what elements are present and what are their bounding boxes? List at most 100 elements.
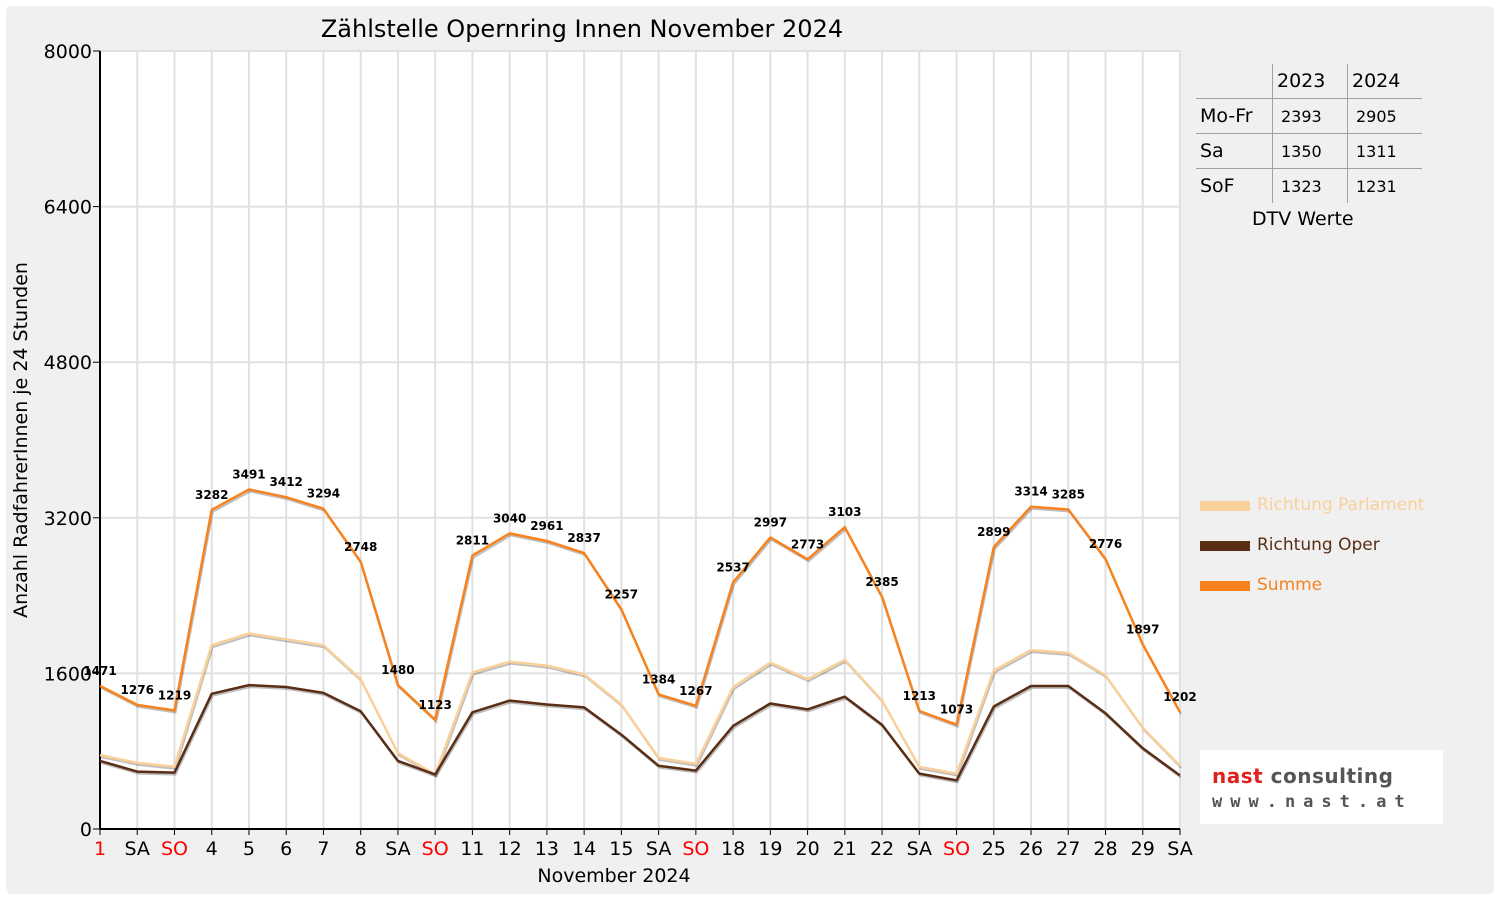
- x-tick-label: SA: [646, 838, 671, 860]
- legend-swatch: [1200, 581, 1250, 591]
- x-tick-label: SO: [682, 838, 709, 860]
- dtv-row-sa: Sa 1350 1311: [1196, 133, 1422, 169]
- x-tick-label: 4: [206, 838, 218, 860]
- data-label: 1202: [1163, 690, 1196, 704]
- y-tick-label: 6400: [44, 197, 92, 219]
- x-tick-label: SA: [125, 838, 150, 860]
- data-label: 1267: [679, 684, 712, 698]
- data-label: 1897: [1126, 623, 1159, 637]
- y-tick-label: 4800: [44, 352, 92, 374]
- x-tick-label: SA: [1167, 838, 1192, 860]
- data-label: 2773: [791, 537, 824, 551]
- x-tick-label: SO: [161, 838, 188, 860]
- x-tick-label: 28: [1093, 838, 1117, 860]
- grid-layer: [100, 50, 1181, 829]
- dtv-row-label: Mo-Fr: [1196, 98, 1273, 134]
- legend-label: Richtung Oper: [1257, 535, 1380, 555]
- data-label: 2257: [605, 588, 638, 602]
- data-label: 3040: [493, 511, 526, 525]
- series-line-parlament: [99, 632, 1181, 776]
- nast-consulting-logo: nast consulting www.nast.at: [1200, 750, 1443, 824]
- logo-name: nast consulting: [1212, 764, 1393, 788]
- data-label: 1480: [381, 663, 414, 677]
- legend-swatch: [1200, 541, 1250, 551]
- x-tick-label: 15: [609, 838, 633, 860]
- data-label: 3314: [1014, 485, 1047, 499]
- y-tick-label: 8000: [44, 41, 92, 63]
- data-label: 2537: [716, 560, 749, 574]
- data-label: 1384: [642, 672, 675, 686]
- dtv-value-2024: 1231: [1347, 168, 1422, 203]
- x-tick-label: 1: [94, 838, 106, 860]
- x-tick-label: 27: [1056, 838, 1080, 860]
- data-label: 2776: [1089, 537, 1122, 551]
- logo-name-red: nast: [1212, 764, 1264, 788]
- data-label: 1073: [940, 703, 973, 717]
- x-tick-label: 18: [721, 838, 745, 860]
- data-label: 1123: [418, 698, 451, 712]
- y-tick-label: 3200: [44, 508, 92, 530]
- data-label: 2899: [977, 525, 1010, 539]
- x-tick-label: 12: [498, 838, 522, 860]
- x-axis-title: November 2024: [537, 865, 690, 887]
- dtv-value-2023: 1350: [1272, 133, 1348, 169]
- series-line-summe: [99, 488, 1182, 726]
- x-tick-label: 26: [1019, 838, 1043, 860]
- y-tick-label: 1600: [44, 663, 92, 685]
- x-tick-label: SA: [907, 838, 932, 860]
- dtv-value-2023: 2393: [1272, 98, 1348, 134]
- data-label: 3294: [307, 487, 340, 501]
- data-label: 1276: [121, 683, 154, 697]
- data-label: 1471: [83, 664, 116, 678]
- dtv-row-label: Sa: [1196, 133, 1273, 169]
- x-tick-label: 14: [572, 838, 596, 860]
- dtv-row-sof: SoF 1323 1231: [1196, 168, 1422, 203]
- series-layer: [99, 488, 1182, 784]
- x-tick-label: SO: [943, 838, 970, 860]
- logo-name-grey: consulting: [1263, 764, 1394, 788]
- series-line-oper: [99, 683, 1181, 782]
- x-tick-label: 11: [460, 838, 484, 860]
- x-tick-label: 8: [355, 838, 367, 860]
- dtv-table: 2023 2024 Mo-Fr 2393 2905 Sa 1350 1311 S…: [1196, 64, 1422, 203]
- x-tick-label: 7: [317, 838, 329, 860]
- legend-swatch: [1200, 501, 1250, 511]
- legend-label: Summe: [1257, 575, 1323, 595]
- dtv-caption: DTV Werte: [1252, 208, 1354, 230]
- data-label: 3412: [270, 475, 303, 489]
- data-label: 2385: [865, 575, 898, 589]
- legend-label: Richtung Parlament: [1257, 495, 1425, 515]
- data-label: 2748: [344, 540, 377, 554]
- x-tick-label: 13: [535, 838, 559, 860]
- x-tick-label: SO: [422, 838, 449, 860]
- data-label: 3103: [828, 505, 861, 519]
- data-label: 2837: [567, 531, 600, 545]
- data-label: 3282: [195, 488, 228, 502]
- data-label: 2997: [754, 516, 787, 530]
- x-tick-label: 29: [1131, 838, 1155, 860]
- data-label: 2811: [456, 534, 489, 548]
- dtv-row-mofr: Mo-Fr 2393 2905: [1196, 98, 1422, 134]
- y-axis-title: Anzahl RadfahrerInnen je 24 Stunden: [10, 262, 32, 618]
- dtv-header-2024: 2024: [1347, 64, 1422, 99]
- x-tick-label: 22: [870, 838, 894, 860]
- x-tick-label: 6: [280, 838, 292, 860]
- dtv-row-label: SoF: [1196, 168, 1273, 203]
- x-tick-label: SA: [385, 838, 410, 860]
- dtv-header-row: 2023 2024: [1196, 64, 1422, 99]
- plot-background: [100, 51, 1180, 829]
- x-tick-label: 21: [833, 838, 857, 860]
- dtv-header-2023: 2023: [1272, 64, 1348, 99]
- data-label: 3285: [1052, 488, 1085, 502]
- data-labels-layer: 1471 1276 1219 3282 3491 3412 3294 2748 1480 1123…: [83, 468, 1196, 717]
- x-tick-label: 20: [795, 838, 819, 860]
- dtv-header-empty: [1196, 64, 1273, 99]
- data-label: 1219: [158, 688, 191, 702]
- y-tick-label: 0: [80, 819, 92, 841]
- data-label: 2961: [530, 519, 563, 533]
- x-tick-label: 25: [982, 838, 1006, 860]
- dtv-value-2024: 1311: [1347, 133, 1422, 169]
- dtv-value-2024: 2905: [1347, 98, 1422, 134]
